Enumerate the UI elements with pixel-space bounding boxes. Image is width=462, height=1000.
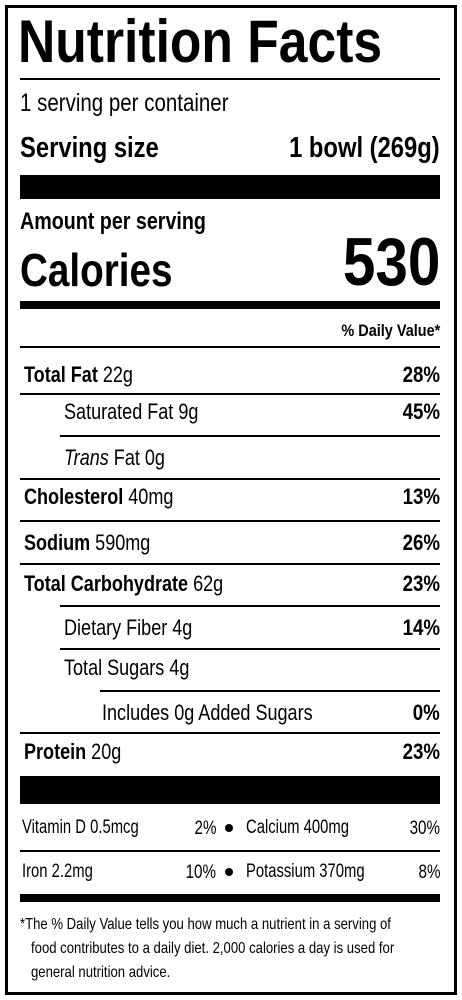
nutrient-dv: 23% bbox=[402, 739, 440, 764]
vitamin-name: Calcium bbox=[246, 817, 300, 838]
rule bbox=[20, 520, 440, 522]
nutrient-row: Sodium 590mg bbox=[24, 532, 150, 554]
vitamin-amount: 0.5mcg bbox=[90, 817, 139, 838]
bullet bbox=[225, 824, 233, 832]
nutrient-amount: 0g bbox=[144, 445, 165, 470]
vitamin-name: Potassium bbox=[246, 861, 316, 882]
nutrient-dv: 45% bbox=[402, 399, 440, 424]
rule bbox=[20, 732, 440, 734]
calories-label: Calories bbox=[20, 244, 173, 296]
vitamin-amount: 370mg bbox=[319, 861, 365, 882]
amount-per-serving: Amount per serving bbox=[20, 208, 206, 235]
rule bbox=[20, 850, 440, 852]
daily-value-header: % Daily Value* bbox=[341, 320, 440, 340]
vitamin-row: Iron 2.2mg bbox=[22, 862, 93, 881]
nutrient-name: Includes 0g Added Sugars bbox=[102, 700, 313, 725]
nutrient-name: Total Carbohydrate bbox=[24, 571, 189, 596]
nutrient-row: Includes 0g Added Sugars bbox=[102, 702, 313, 724]
rule bbox=[20, 393, 440, 395]
footnote-line: food contributes to a daily diet. 2,000 … bbox=[31, 940, 395, 957]
rule bbox=[20, 301, 440, 309]
rule bbox=[20, 175, 440, 199]
vitamin-amount: 400mg bbox=[303, 817, 349, 838]
footnote-line: *The % Daily Value tells you how much a … bbox=[20, 916, 391, 933]
nutrient-dv: 23% bbox=[402, 571, 440, 596]
vitamin-dv: 2% bbox=[194, 817, 216, 839]
nutrition-label bbox=[5, 5, 457, 995]
nutrient-name: Cholesterol bbox=[24, 484, 124, 509]
nutrient-name: Protein bbox=[24, 739, 87, 764]
rule bbox=[60, 605, 440, 607]
nutrient-dv: 14% bbox=[402, 615, 440, 640]
nutrient-amount: 4g bbox=[169, 655, 190, 680]
serving-size-label: Serving size bbox=[20, 131, 159, 164]
nutrient-row: Dietary Fiber 4g bbox=[64, 617, 192, 639]
nutrient-amount: 40mg bbox=[128, 484, 174, 509]
nutrient-name: Total Sugars bbox=[64, 655, 165, 680]
vitamin-row: Calcium 400mg bbox=[246, 818, 349, 837]
nutrient-row: Cholesterol 40mg bbox=[24, 486, 173, 508]
nutrient-name: Fat bbox=[113, 445, 140, 470]
footnote-line: general nutrition advice. bbox=[31, 964, 171, 981]
nutrient-dv: 26% bbox=[402, 530, 440, 555]
vitamin-row: Potassium 370mg bbox=[246, 862, 365, 881]
nutrient-amount: 590mg bbox=[95, 530, 151, 555]
nutrient-amount: 4g bbox=[172, 615, 193, 640]
calories-value: 530 bbox=[342, 224, 440, 300]
nutrient-amount: 9g bbox=[178, 399, 199, 424]
rule bbox=[60, 648, 440, 650]
rule bbox=[20, 563, 440, 565]
nutrient-row: Saturated Fat 9g bbox=[64, 401, 198, 423]
nutrient-row: Total Fat 22g bbox=[24, 364, 133, 386]
vitamin-name: Vitamin D bbox=[22, 817, 86, 838]
rule bbox=[100, 690, 440, 692]
rule bbox=[20, 894, 440, 902]
nutrient-amount: 62g bbox=[193, 571, 224, 596]
nutrient-name: Dietary Fiber bbox=[64, 615, 168, 640]
nutrient-name: Saturated Fat bbox=[64, 399, 174, 424]
servings: 1 serving per container bbox=[20, 88, 229, 117]
vitamin-amount: 2.2mg bbox=[51, 861, 93, 882]
nutrient-prefix: Trans bbox=[64, 445, 109, 470]
nutrient-dv: 28% bbox=[402, 362, 440, 387]
nutrient-row: Total Sugars 4g bbox=[64, 657, 189, 679]
vitamin-row: Vitamin D 0.5mcg bbox=[22, 818, 139, 837]
vitamin-dv: 8% bbox=[418, 861, 440, 883]
nutrient-row: Protein 20g bbox=[24, 741, 121, 763]
rule bbox=[20, 776, 440, 804]
nutrient-row: Trans Fat 0g bbox=[64, 447, 165, 469]
vitamin-dv: 10% bbox=[185, 861, 216, 883]
nutrient-name: Total Fat bbox=[24, 362, 98, 387]
vitamin-name: Iron bbox=[22, 861, 48, 882]
nutrient-dv: 0% bbox=[412, 700, 440, 725]
rule bbox=[20, 346, 440, 348]
nutrient-dv: 13% bbox=[402, 484, 440, 509]
rule bbox=[20, 478, 440, 480]
rule bbox=[60, 435, 440, 437]
serving-size-value: 1 bowl (269g) bbox=[289, 131, 440, 164]
nutrient-name: Sodium bbox=[24, 530, 91, 555]
title: Nutrition Facts bbox=[18, 8, 383, 75]
bullet bbox=[225, 868, 233, 876]
vitamin-dv: 30% bbox=[409, 817, 440, 839]
nutrient-amount: 22g bbox=[102, 362, 133, 387]
nutrient-row: Total Carbohydrate 62g bbox=[24, 573, 223, 595]
rule bbox=[20, 78, 440, 80]
nutrient-amount: 20g bbox=[91, 739, 122, 764]
